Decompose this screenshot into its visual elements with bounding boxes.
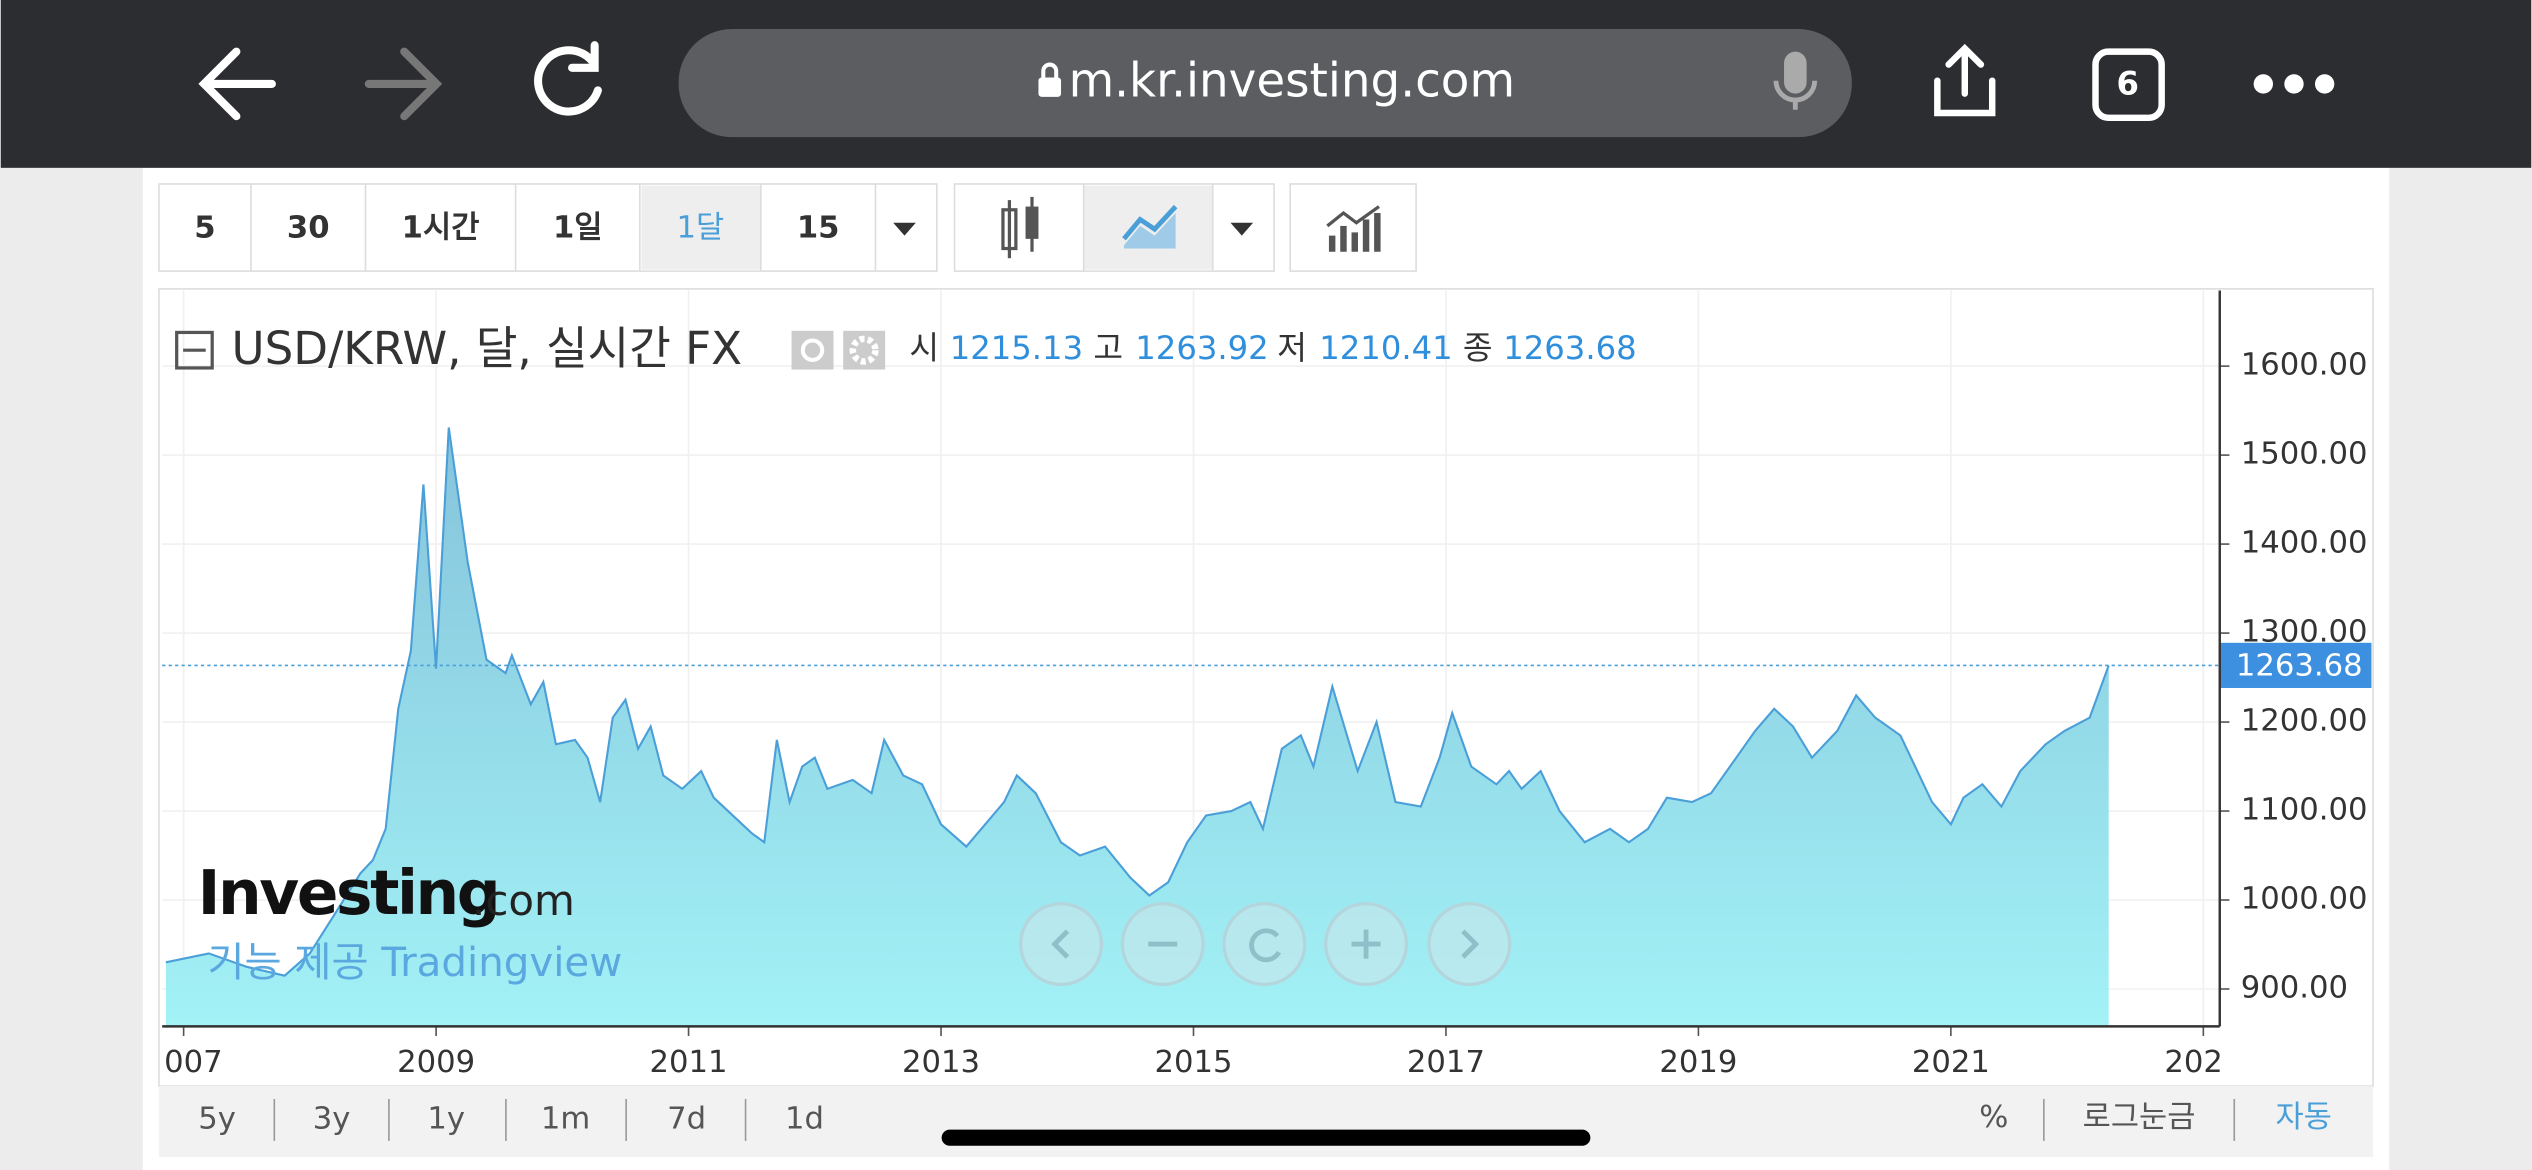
ohlc: 시 1215.13 고 1263.92 저 1210.41 종 1263.68 <box>909 329 1636 367</box>
range-button[interactable]: 1y <box>427 1101 465 1136</box>
tabs-button[interactable] <box>2092 48 2165 122</box>
ohlc-label: 고 <box>1093 329 1123 367</box>
interval-dropdown[interactable] <box>893 222 916 236</box>
y-tick-label: 1100.00 <box>2241 793 2368 828</box>
y-tick-label: 900.00 <box>2241 970 2348 1005</box>
lock-shackle <box>1041 62 1059 78</box>
logo: Investing <box>198 858 499 929</box>
x-tick-label: 2021 <box>1912 1045 1990 1080</box>
x-tick-label: 2013 <box>902 1045 980 1080</box>
indicator-icon-line <box>1326 205 1380 228</box>
url-bar[interactable] <box>678 29 1852 138</box>
bottom-controls: 5y 3y 1y 1m 7d 1d% 로그눈금 자동 <box>198 1098 2332 1141</box>
reload-button[interactable] <box>534 41 602 116</box>
chart: 900.001000.001100.001200.001300.001400.0… <box>145 290 2372 1080</box>
interval-button[interactable]: 1달 <box>677 211 725 246</box>
x-tick-label: 2015 <box>1154 1045 1232 1080</box>
last-price-label: 1263.68 <box>2236 648 2363 683</box>
ohlc-value: 1215.13 <box>950 329 1083 367</box>
credit: 기능 제공 Tradingview <box>207 939 622 986</box>
y-tick-label: 1600.00 <box>2241 348 2368 383</box>
interval-button[interactable]: 1일 <box>553 211 603 246</box>
style-dropdown[interactable] <box>1230 222 1254 236</box>
chart-nav <box>1019 902 1512 987</box>
x-tick-label: 2009 <box>397 1045 475 1080</box>
area-icon-line <box>1122 204 1178 241</box>
ohlc-label: 저 <box>1277 329 1307 367</box>
home-indicator <box>941 1129 1591 1146</box>
back-button[interactable] <box>198 47 276 121</box>
symbol: USD/KRW, 달, 실시간 FX <box>232 322 743 375</box>
last-price-badge <box>2219 642 2372 688</box>
toolbar: 5 30 1시간 1일 1달 15 <box>158 183 938 272</box>
collapse-icon[interactable] <box>175 330 214 370</box>
interval-group <box>158 183 938 272</box>
scale-option[interactable]: 자동 <box>2275 1100 2331 1135</box>
range-button[interactable]: 5y <box>198 1101 236 1136</box>
menu-button[interactable] <box>2253 74 2335 94</box>
x-tick-label: 2007 <box>145 1045 223 1080</box>
area <box>165 427 2109 1027</box>
logo-suffix: .com <box>472 876 575 925</box>
mic-stand <box>1773 80 1818 110</box>
ohlc-label: 시 <box>909 329 939 367</box>
ohlc-value: 1210.41 <box>1319 329 1452 367</box>
scroll-left[interactable] <box>1019 902 1104 987</box>
reset[interactable] <box>1222 902 1307 987</box>
y-tick-label: 1200.00 <box>2241 704 2368 739</box>
candle-icon[interactable] <box>1001 196 1039 259</box>
scroll-right[interactable] <box>1427 902 1512 987</box>
scale-option[interactable]: % <box>1979 1100 2008 1135</box>
range-button[interactable]: 1d <box>785 1101 824 1136</box>
mic-icon[interactable] <box>1784 51 1807 94</box>
eye-icon[interactable] <box>791 330 834 370</box>
ohlc-label: 종 <box>1463 329 1493 367</box>
range-button[interactable]: 3y <box>313 1101 351 1136</box>
indicator-icon <box>1328 213 1381 252</box>
line <box>165 427 2110 977</box>
interval-button[interactable]: 5 <box>194 211 215 246</box>
y-tick-label: 1500.00 <box>2241 437 2368 472</box>
y-tick-label: 1000.00 <box>2241 882 2368 917</box>
share-button[interactable] <box>1934 43 1996 117</box>
x-tick-label: 2011 <box>650 1045 728 1080</box>
x-tick-label: 2019 <box>1659 1045 1737 1080</box>
interval-button[interactable]: 30 <box>287 211 330 246</box>
ohlc-value: 1263.92 <box>1135 329 1268 367</box>
y-tick-label: 1400.00 <box>2241 526 2368 561</box>
indicator-button[interactable] <box>1289 183 1417 272</box>
gear-teeth <box>849 335 879 365</box>
forward-button[interactable] <box>364 47 443 121</box>
nav-glyphs <box>1051 928 1480 963</box>
tab-count: 6 <box>2117 65 2139 103</box>
area-icon[interactable] <box>1123 213 1176 249</box>
scale-option[interactable]: 로그눈금 <box>2083 1100 2196 1135</box>
url: m.kr.investing.com <box>1069 54 1515 108</box>
x-tick-label: 2017 <box>1407 1045 1485 1080</box>
bottom-bar <box>158 1086 2374 1158</box>
lock-icon <box>1038 77 1062 97</box>
x-tick-labels: 2007 2009 2011 2013 2015 2017 2019 2021 2023 <box>145 1045 2242 1080</box>
range-button[interactable]: 1m <box>541 1101 590 1136</box>
x-tick-label: 2023 <box>2164 1045 2242 1080</box>
interval-button[interactable]: 15 <box>797 211 840 246</box>
eye-pupil <box>800 338 825 362</box>
range-button[interactable]: 7d <box>667 1101 706 1136</box>
interval-button[interactable]: 1시간 <box>402 211 480 246</box>
ohlc-value: 1263.68 <box>1503 329 1636 367</box>
interval-selected <box>641 185 761 270</box>
